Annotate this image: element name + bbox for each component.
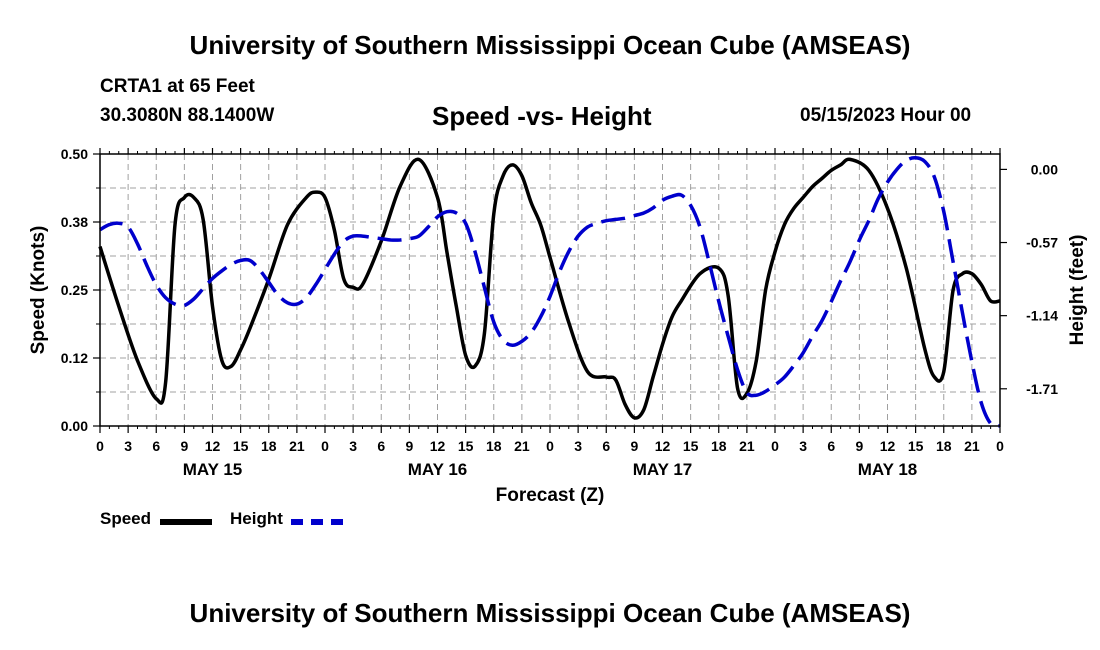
y2-tick-label: -1.71 [1026,381,1058,397]
x-tick-label: 21 [739,438,755,454]
x-tick-label: 15 [458,438,474,454]
x-axis-title: Forecast (Z) [496,485,605,506]
day-label: MAY 16 [408,460,468,479]
forecast-datetime: 05/15/2023 Hour 00 [800,105,972,126]
x-tick-label: 12 [880,438,896,454]
y-tick-label: 0.50 [61,146,88,162]
x-tick-label: 9 [405,438,413,454]
x-tick-label: 0 [771,438,779,454]
x-tick-label: 9 [180,438,188,454]
chart-subtitle: Speed -vs- Height [432,101,652,131]
x-tick-label: 6 [377,438,385,454]
x-tick-label: 3 [349,438,357,454]
x-tick-label: 15 [683,438,699,454]
x-tick-label: 3 [799,438,807,454]
x-tick-label: 6 [602,438,610,454]
legend-speed-label: Speed [100,509,152,528]
coordinates-label: 30.3080N 88.1400W [100,105,275,126]
y-tick-label: 0.12 [61,350,88,366]
x-tick-label: 3 [574,438,582,454]
y2-tick-label: -0.57 [1026,235,1058,251]
y-axis-title: Speed (Knots) [28,226,49,355]
y2-tick-label: 0.00 [1031,161,1058,177]
x-tick-label: 18 [486,438,502,454]
legend-height-label: Height [230,509,283,528]
x-tick-label: 15 [908,438,924,454]
x-tick-label: 12 [430,438,446,454]
x-tick-label: 0 [546,438,554,454]
x-tick-label: 15 [233,438,249,454]
y2-tick-label: -1.14 [1026,308,1058,324]
x-tick-label: 0 [996,438,1004,454]
y2-axis-title: Height (feet) [1067,235,1088,346]
height-series-line [99,156,1001,428]
x-tick-label: 9 [855,438,863,454]
x-tick-label: 3 [124,438,132,454]
x-tick-label: 18 [711,438,727,454]
axes: 0 3 6 9 12 15 18 21 0 3 6 9 12 15 18 21 0 3 6 9 12 15 18 21 0 3 6 9… [28,146,1088,506]
day-label: MAY 15 [183,460,243,479]
y-tick-label: 0.00 [61,418,88,434]
y-tick-label: 0.38 [61,214,88,230]
legend-speed-swatch [160,519,212,525]
x-tick-label: 12 [205,438,221,454]
x-tick-label: 18 [261,438,277,454]
bottom-title: University of Southern Mississippi Ocean… [189,598,911,628]
x-tick-label: 6 [827,438,835,454]
grid [100,154,1000,426]
x-tick-label: 18 [936,438,952,454]
station-label: CRTA1 at 65 Feet [100,76,255,97]
x-tick-label: 21 [514,438,530,454]
day-label: MAY 18 [858,460,918,479]
x-tick-label: 9 [630,438,638,454]
x-tick-label: 0 [321,438,329,454]
x-tick-label: 0 [96,438,104,454]
series-layer [98,156,1001,428]
x-tick-label: 12 [655,438,671,454]
legend-height-swatch [291,519,343,525]
day-label: MAY 17 [633,460,693,479]
x-tick-label: 21 [964,438,980,454]
chart-main-title: University of Southern Mississippi Ocean… [189,30,911,60]
y-tick-label: 0.25 [61,282,88,298]
x-tick-label: 6 [152,438,160,454]
x-tick-label: 21 [289,438,305,454]
